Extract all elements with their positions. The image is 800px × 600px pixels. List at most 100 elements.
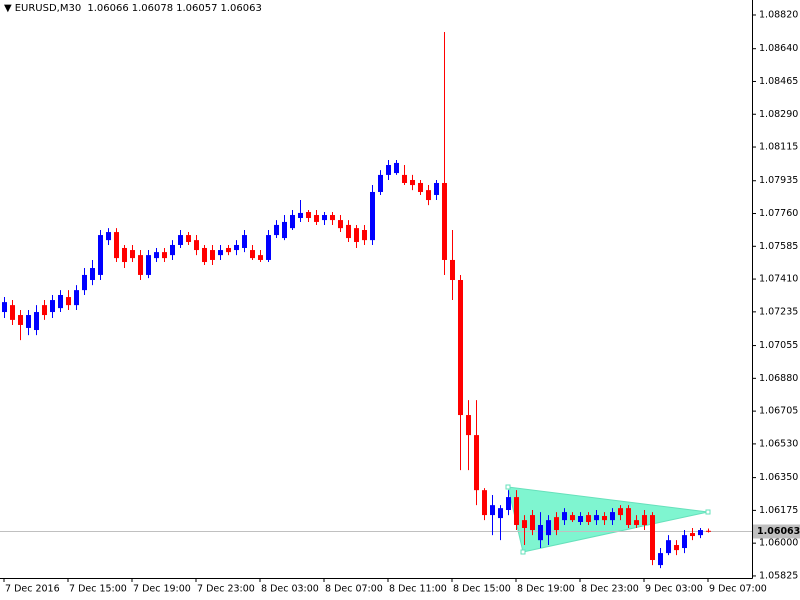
y-tick-label: 1.08640 (759, 43, 798, 54)
candle-body (58, 294, 63, 309)
candle-body (586, 515, 591, 522)
candle-body (370, 191, 375, 241)
current-price-box (753, 524, 800, 539)
candle-body (226, 247, 231, 253)
candle-body (642, 515, 647, 525)
y-tick-label: 1.07235 (759, 306, 798, 317)
candle-body (578, 516, 583, 522)
candle-body (354, 228, 359, 242)
y-tick-label: 1.07410 (759, 274, 798, 285)
y-tick-label: 1.06705 (759, 406, 798, 417)
y-tick-label: 1.07585 (759, 241, 798, 252)
x-tick-label: 9 Dec 07:00 (709, 584, 767, 595)
candle-body (570, 515, 575, 521)
menu-arrow: ▼ (4, 3, 12, 14)
candle-body (410, 179, 415, 186)
candle-body (522, 520, 527, 528)
x-tick-label: 7 Dec 15:00 (69, 584, 127, 595)
candle-body (554, 517, 559, 531)
candle-body (186, 235, 191, 242)
close-value: 1.06063 (220, 3, 262, 14)
y-tick-label: 1.07760 (759, 208, 798, 219)
candle-body (490, 505, 495, 516)
y-tick-label: 1.07055 (759, 340, 798, 351)
candle-body (218, 250, 223, 256)
candle-body (322, 215, 327, 221)
candle-body (562, 512, 567, 521)
candle-body (234, 244, 239, 251)
current-price-label: 1.06063 (757, 526, 800, 537)
candle-body (258, 255, 263, 260)
x-tick-label: 8 Dec 03:00 (261, 584, 319, 595)
candle-body (154, 252, 159, 259)
candle-body (618, 508, 623, 516)
x-tick-label: 7 Dec 23:00 (197, 584, 255, 595)
candle-body (282, 221, 287, 239)
candle-body (498, 508, 503, 519)
low-value: 1.06057 (176, 3, 218, 14)
candle-body (346, 224, 351, 239)
candle-body (338, 220, 343, 229)
candle-body (290, 215, 295, 229)
candle-body (34, 312, 39, 331)
candle-body (650, 515, 655, 561)
candle-body (418, 182, 423, 192)
candle-body (402, 174, 407, 183)
candle-body (626, 508, 631, 525)
y-tick-label: 1.08115 (759, 142, 798, 153)
y-tick-label: 1.08290 (759, 109, 798, 120)
candle-body (530, 515, 535, 531)
open-value: 1.06066 (87, 3, 129, 14)
candle-body (10, 305, 15, 320)
chart-header: ▼ EURUSD,M30 1.06066 1.06078 1.06057 1.06063 (4, 3, 265, 14)
candle-body (458, 280, 463, 416)
x-tick-label: 7 Dec 2016 (5, 584, 60, 595)
candle-body (202, 247, 207, 263)
symbol: EURUSD,M30 (14, 3, 82, 14)
candle-body (314, 215, 319, 222)
y-tick-label: 1.06000 (759, 538, 798, 549)
candle-body (674, 545, 679, 551)
triangle-handle (705, 509, 711, 515)
candle-body (386, 165, 391, 175)
candle-body (394, 162, 399, 174)
candle-body (194, 240, 199, 251)
candle-body (658, 553, 663, 566)
x-tick-label: 7 Dec 19:00 (133, 584, 191, 595)
candle-body (274, 224, 279, 236)
candle-body (698, 530, 703, 536)
candle-body (42, 305, 47, 316)
candle-body (130, 250, 135, 259)
candle-body (90, 268, 95, 281)
candle-body (362, 230, 367, 241)
candle-body (602, 516, 607, 521)
candle-body (98, 235, 103, 275)
candle-body (690, 533, 695, 537)
candle-body (450, 259, 455, 281)
candle-body (442, 182, 447, 260)
y-tick-label: 1.06350 (759, 472, 798, 483)
candle-body (266, 235, 271, 260)
y-tick-label: 1.06880 (759, 373, 798, 384)
candle-body (146, 255, 151, 275)
candle-body (114, 232, 119, 259)
candle-body (474, 435, 479, 491)
candle-body (506, 497, 511, 511)
x-tick-label: 8 Dec 15:00 (453, 584, 511, 595)
candle-body (26, 315, 31, 328)
candle-body (138, 255, 143, 275)
y-tick-label: 1.06530 (759, 438, 798, 449)
candle-body (634, 520, 639, 525)
candle-body (178, 235, 183, 245)
candle-body (538, 524, 543, 541)
candle-body (74, 290, 79, 306)
candle-body (18, 315, 23, 325)
y-tick-label: 1.06175 (759, 505, 798, 516)
triangle-handle (505, 484, 511, 490)
candle-body (82, 274, 87, 291)
candle-body (426, 190, 431, 201)
candle-body (66, 297, 71, 306)
candle-body (298, 212, 303, 219)
y-tick-label: 1.08820 (759, 9, 798, 20)
